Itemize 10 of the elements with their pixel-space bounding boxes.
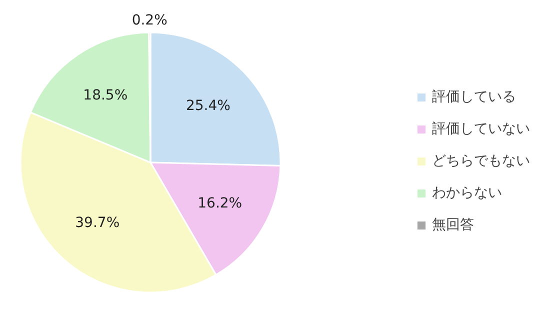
legend-label: 評価している <box>432 88 516 106</box>
data-label: 39.7% <box>75 215 120 232</box>
data-label: 0.2% <box>132 12 168 29</box>
legend-label: 無回答 <box>432 216 474 234</box>
data-label: 18.5% <box>83 88 128 104</box>
data-label: 16.2% <box>198 196 242 212</box>
legend-label: どちらでもない <box>432 152 530 170</box>
legend-label: 評価していない <box>432 120 530 138</box>
data-label: 25.4% <box>186 98 230 114</box>
legend-label: わからない <box>432 184 502 202</box>
